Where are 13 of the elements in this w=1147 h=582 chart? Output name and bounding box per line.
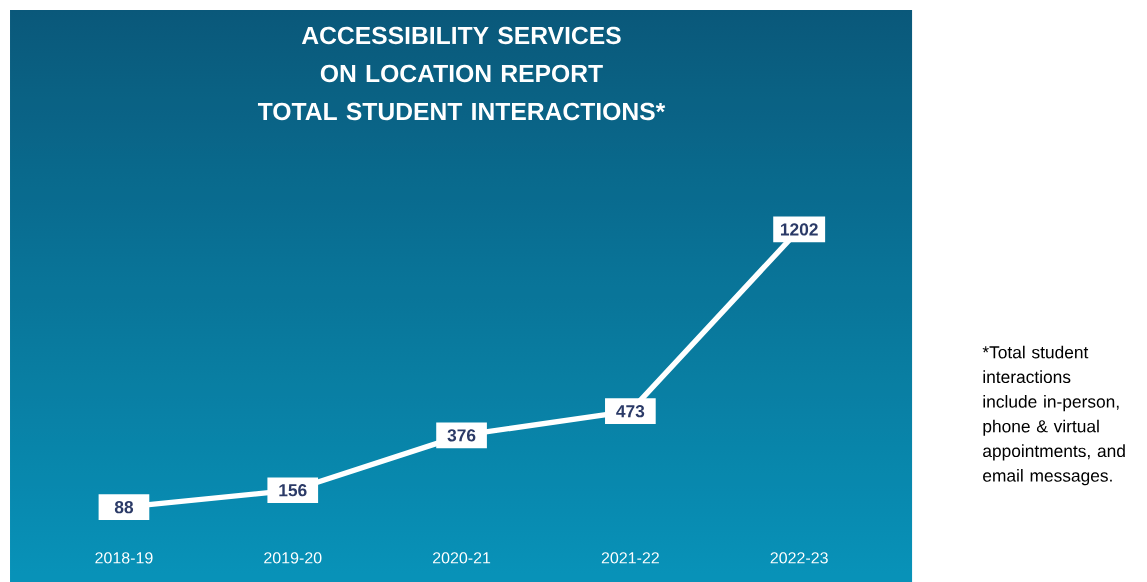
x-tick-label: 2022-23	[770, 552, 828, 564]
x-tick-label: 2021-22	[601, 552, 659, 564]
x-tick-label: 2018-19	[95, 552, 153, 564]
chart-title: ACCESSIBILITY SERVICES ON LOCATION REPORT	[301, 26, 621, 83]
data-label: 88	[114, 500, 134, 514]
chart-subtitle: TOTAL STUDENT INTERACTIONS*	[257, 102, 666, 121]
data-label: 1202	[780, 223, 818, 236]
text: *Total student interactions include in-person, phone & virtual appointments, and email messages.	[982, 345, 1125, 486]
x-tick-label: 2019-20	[264, 552, 322, 564]
data-label: 473	[616, 404, 645, 418]
x-tick-label: 2020-21	[432, 552, 491, 564]
data-label: 156	[279, 483, 307, 497]
data-label: 376	[447, 429, 476, 442]
